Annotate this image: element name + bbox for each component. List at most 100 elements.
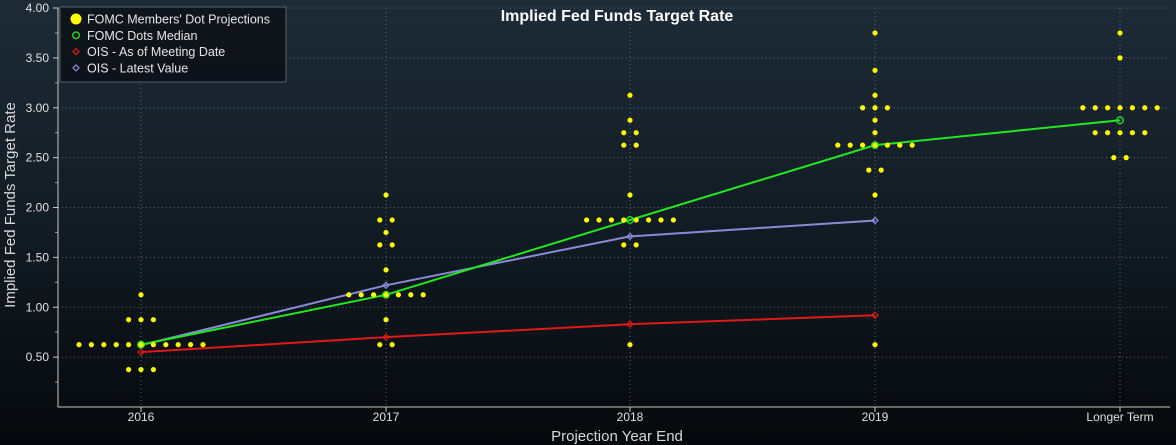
y-tick-label: 3.00 [26,101,50,115]
projection-dot [866,167,872,173]
series-line [140,219,876,347]
ois-marker [137,348,145,356]
projection-dot [163,342,169,348]
projection-dot [897,142,903,148]
projection-dot [884,105,891,111]
x-tick-label: 2016 [128,410,155,424]
projection-dot [1092,130,1098,136]
projection-dot [1111,155,1117,161]
projection-dot [1080,105,1086,111]
y-tick-label: 0.50 [26,350,50,364]
median-marker [871,141,879,150]
projection-dot [150,366,156,373]
y-tick-labels: 0.50 1.00 1.50 2.00 2.50 3.00 3.50 4.00 [26,1,50,364]
projection-dot [658,217,664,223]
projection-dot [621,242,627,248]
projection-dot [872,117,878,123]
y-tick-label: 3.50 [26,51,50,65]
projection-dot [150,317,156,323]
projection-dot [621,217,627,223]
projection-dot [175,342,181,348]
x-tick-label: 2017 [373,410,400,424]
projection-dot [377,217,383,223]
projection-dot [126,317,132,323]
projection-dot [188,342,194,348]
median-marker [626,216,634,224]
projection-dot [389,342,395,348]
projection-dot [872,192,878,198]
projection-dot [1117,55,1123,61]
projection-dot [872,142,878,148]
y-axis-label: Implied Fed Funds Target Rate [2,102,19,308]
projection-dot [878,167,884,173]
projection-dot [377,242,383,248]
projection-dot [1142,105,1148,111]
projection-dot [377,342,383,348]
y-tick-label: 1.00 [26,300,50,314]
series-line [140,314,876,354]
projection-dot [884,142,891,148]
projection-dot [860,105,866,111]
projection-dot [1117,105,1123,111]
median-marker [1116,116,1124,125]
y-tick-label: 2.00 [26,201,50,215]
projection-dot [627,117,633,123]
projection-dot [872,105,878,111]
projection-dot [1154,105,1160,111]
projection-dot [621,142,627,148]
projection-dot [383,229,389,236]
chart-title: Implied Fed Funds Target Rate [501,8,734,25]
x-tick-labels: 2016 2017 2018 2019 Longer Term [128,410,1154,424]
projection-dot [389,242,395,248]
projection-dot [389,217,395,223]
projection-dot [633,130,639,136]
projection-dot [627,92,633,98]
projection-dot [138,366,144,373]
series-lines [137,116,1124,356]
projection-dot [408,292,414,298]
projection-dot [358,292,364,298]
projection-dot [88,342,94,348]
projection-dot [383,267,389,273]
projection-dot [150,342,156,348]
projection-dot [1129,130,1135,136]
x-tick-label: Longer Term [1086,410,1153,424]
median-marker [382,290,390,299]
ois-marker [626,232,634,241]
projection-dot [584,217,590,223]
projection-dot [113,342,119,348]
projection-dot [872,30,878,36]
projection-dot [1092,105,1098,111]
x-tick-label: 2018 [617,410,644,424]
projection-dot [633,242,639,248]
projection-dot [383,317,389,323]
projection-dot [101,342,107,348]
y-tick-label: 1.50 [26,250,50,264]
projection-dot [627,342,633,348]
y-tick-label: 4.00 [26,1,50,15]
legend-label: OIS - Latest Value [87,61,188,75]
projection-dot [860,142,866,148]
legend: FOMC Members' Dot Projections FOMC Dots M… [59,6,287,83]
projection-dot [346,292,352,298]
projection-dot [1117,130,1123,136]
projection-dot [126,366,132,373]
projection-dot [420,292,426,298]
projection-dot [872,342,878,348]
projection-dot [909,142,915,148]
series-line [140,119,1121,346]
projection-dot [383,292,389,298]
projection-dot [1142,130,1148,136]
projection-dot [1129,105,1135,111]
projection-dot [1117,30,1123,36]
projection-dot [847,142,853,148]
legend-diamond-marker [72,47,80,56]
projection-dot [138,342,144,348]
projection-dot [138,317,144,323]
projection-dot [633,142,639,148]
projection-dot [371,292,377,298]
projection-dot [872,67,878,73]
projection-dot [627,192,633,198]
legend-label: FOMC Members' Dot Projections [87,13,270,27]
